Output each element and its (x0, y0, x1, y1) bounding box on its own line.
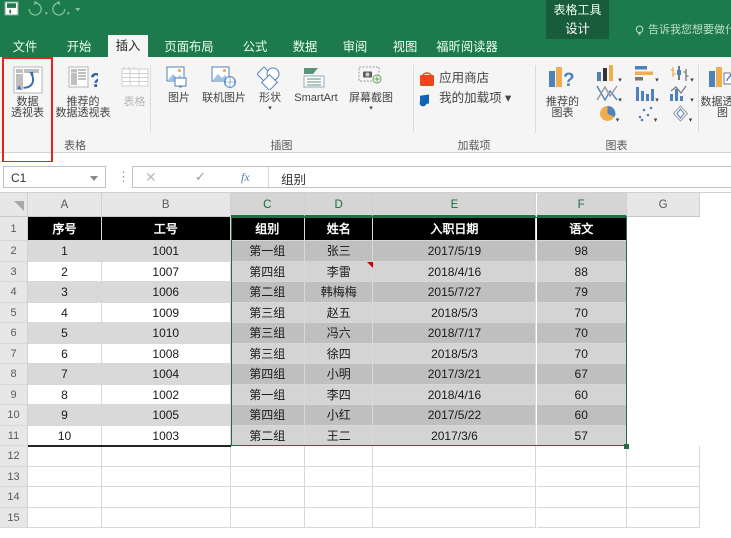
svg-text:?: ? (90, 70, 98, 92)
svg-text:?: ? (563, 70, 575, 91)
